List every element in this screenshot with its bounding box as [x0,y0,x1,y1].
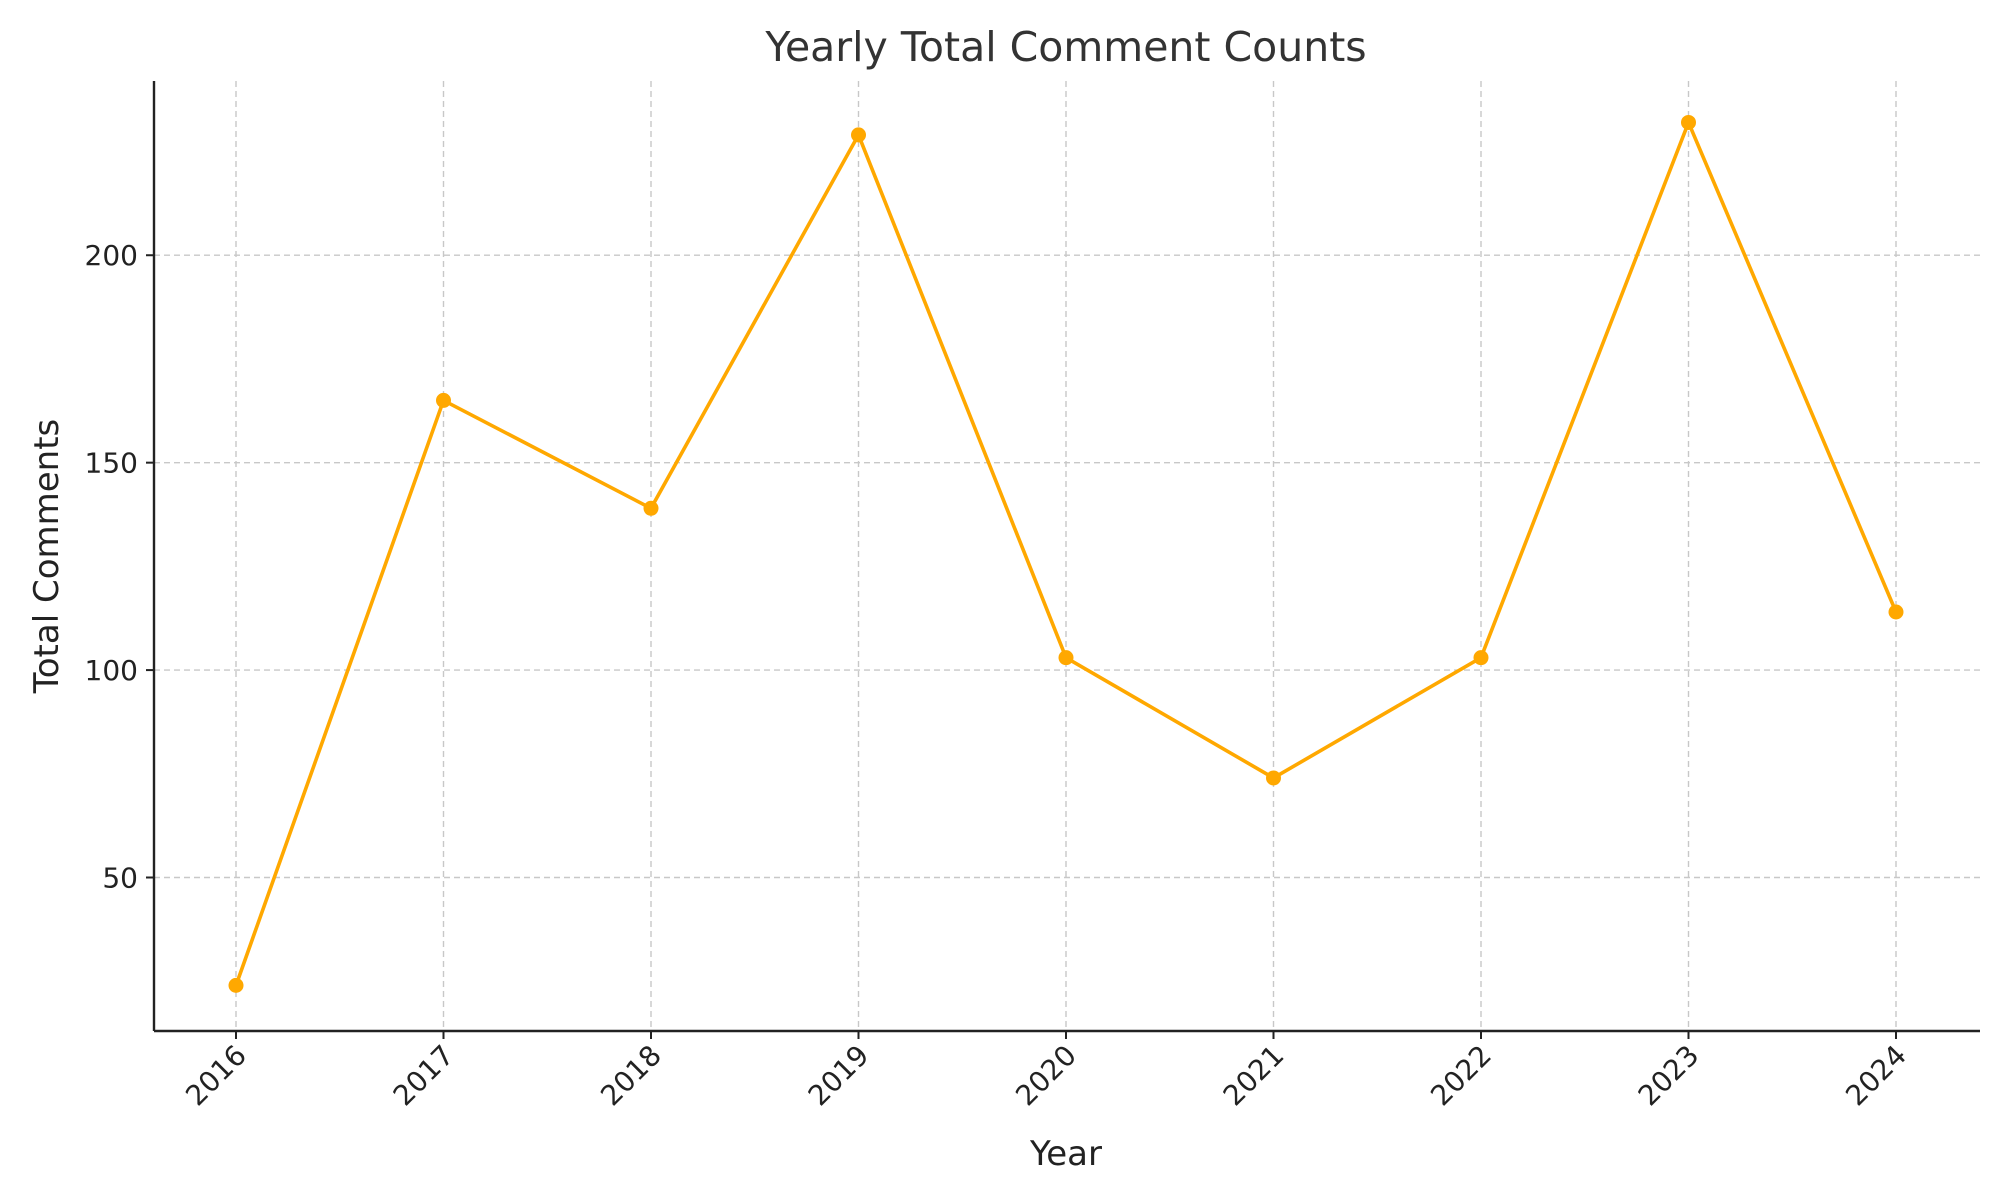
x-tick-label: 2020 [1009,1039,1083,1113]
y-tick-label: 150 [85,447,138,480]
grid-lines [154,81,1980,1031]
x-tick-label: 2017 [387,1039,461,1113]
y-tick-label: 50 [102,862,138,895]
y-tick-label: 200 [85,239,138,272]
data-point [643,500,659,516]
data-point [1681,114,1696,130]
x-tick-label: 2024 [1839,1039,1913,1113]
tick-labels: 2016 2017 2018 2019 2020 2021 2022 2023 2024 50 10… [85,239,1913,1112]
data-point [228,977,244,993]
axes [152,81,1980,1033]
data-point [1888,604,1904,620]
x-tick-label: 2023 [1632,1039,1706,1113]
y-tick-label: 100 [85,654,138,687]
x-tick-label: 2021 [1217,1039,1291,1113]
x-tick-label: 2018 [594,1039,668,1113]
data-point [436,392,451,408]
x-tick-label: 2019 [802,1039,876,1113]
x-axis-label: Year [1029,1134,1102,1174]
chart-title: Yearly Total Comment Counts [764,23,1366,71]
data-point [1266,770,1281,786]
y-axis-label: Total Comments [27,419,67,695]
x-tick-label: 2022 [1424,1039,1498,1113]
x-tick-label: 2016 [179,1039,253,1113]
data-point [1473,650,1489,666]
series [228,114,1904,993]
data-point [851,127,866,143]
data-point [1058,650,1074,666]
